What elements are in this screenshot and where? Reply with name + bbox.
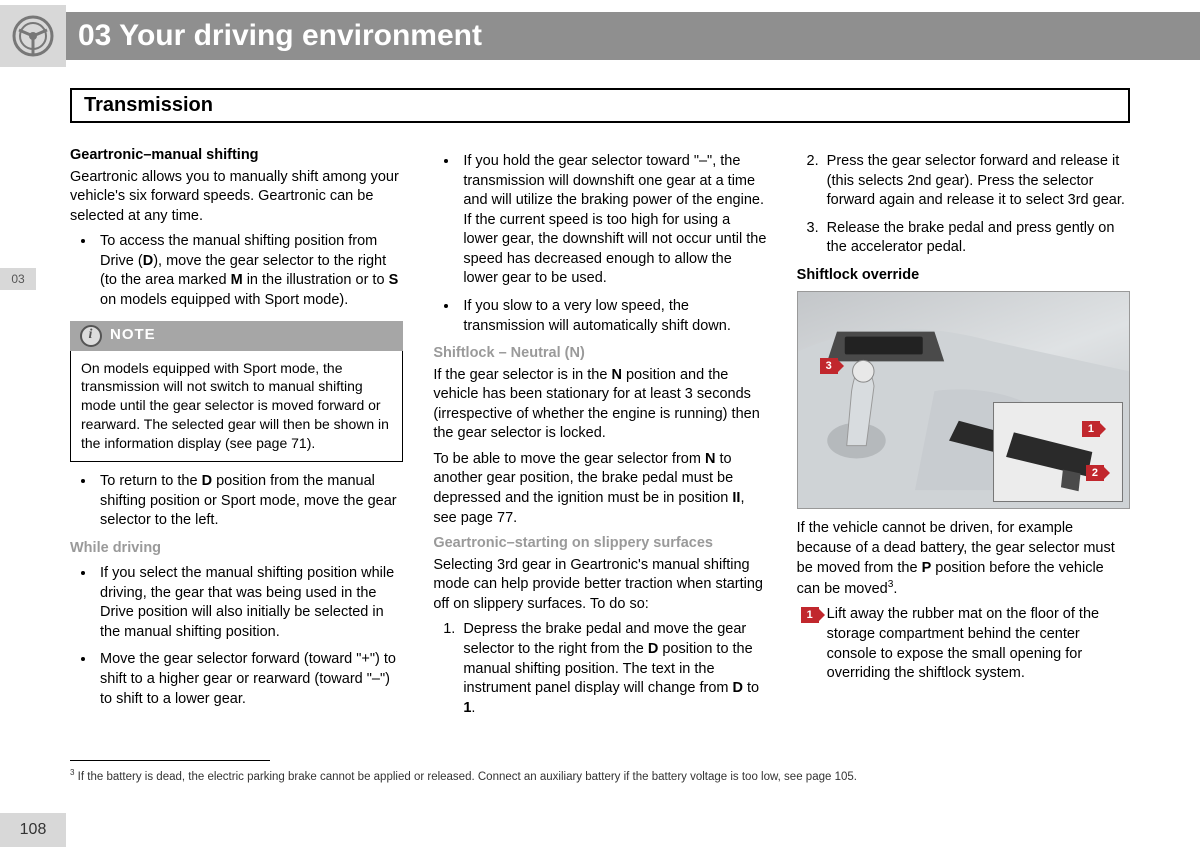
heading-shiftlock-override: Shiftlock override (797, 266, 1130, 286)
list-item: To access the manual shifting position f… (96, 232, 403, 310)
callout-badge-1: 1 (801, 607, 819, 623)
info-icon: i (80, 325, 102, 347)
steering-wheel-icon (0, 5, 66, 67)
list-item: Depress the brake pedal and move the gea… (459, 620, 766, 718)
column-2: If you hold the gear selector toward "–"… (433, 146, 766, 747)
footnote: 3 If the battery is dead, the electric p… (70, 768, 1130, 783)
para: If the gear selector is in the N positio… (433, 366, 766, 444)
callout-item: 1 Lift away the rubber mat on the floor … (797, 605, 1130, 683)
figure-callout-1: 1 (1082, 421, 1100, 437)
list-item: Release the brake pedal and press gently… (823, 219, 1130, 258)
para: Selecting 3rd gear in Geartronic's manua… (433, 556, 766, 615)
list-item: If you select the manual shifting positi… (96, 564, 403, 642)
list-item: Move the gear selector forward (toward "… (96, 650, 403, 709)
side-chapter-tab: 03 (0, 268, 36, 290)
chapter-header: 03 Your driving environment (0, 12, 1200, 60)
heading-shiftlock-neutral: Shiftlock – Neutral (N) (433, 344, 766, 364)
figure-callout-2: 2 (1086, 465, 1104, 481)
shiftlock-figure: 3 1 2 (797, 291, 1130, 509)
list-item: Press the gear selector forward and rele… (823, 152, 1130, 211)
heading-while-driving: While driving (70, 539, 403, 559)
heading-geartronic: Geartronic–manual shifting (70, 146, 403, 166)
note-label: NOTE (110, 325, 156, 345)
para: If the vehicle cannot be driven, for exa… (797, 519, 1130, 599)
chapter-title: 03 Your driving environment (78, 19, 482, 53)
note-body: On models equipped with Sport mode, the … (70, 351, 403, 462)
list-item: If you slow to a very low speed, the tra… (459, 297, 766, 336)
list-item: To return to the D position from the man… (96, 472, 403, 531)
figure-inset: 1 2 (993, 402, 1123, 502)
column-1: Geartronic–manual shifting Geartronic al… (70, 146, 403, 747)
para: To be able to move the gear selector fro… (433, 450, 766, 528)
section-title: Transmission (84, 94, 1116, 117)
heading-slippery: Geartronic–starting on slippery surfaces (433, 534, 766, 554)
figure-callout-3: 3 (820, 358, 838, 374)
content-columns: Geartronic–manual shifting Geartronic al… (70, 146, 1130, 747)
para: Geartronic allows you to manually shift … (70, 168, 403, 227)
list-item: If you hold the gear selector toward "–"… (459, 152, 766, 289)
note-box: i NOTE On models equipped with Sport mod… (70, 321, 403, 462)
page-number: 108 (0, 813, 66, 847)
column-3: Press the gear selector forward and rele… (797, 146, 1130, 747)
footnote-separator (70, 760, 270, 761)
section-title-box: Transmission (70, 88, 1130, 123)
note-header: i NOTE (70, 321, 403, 351)
